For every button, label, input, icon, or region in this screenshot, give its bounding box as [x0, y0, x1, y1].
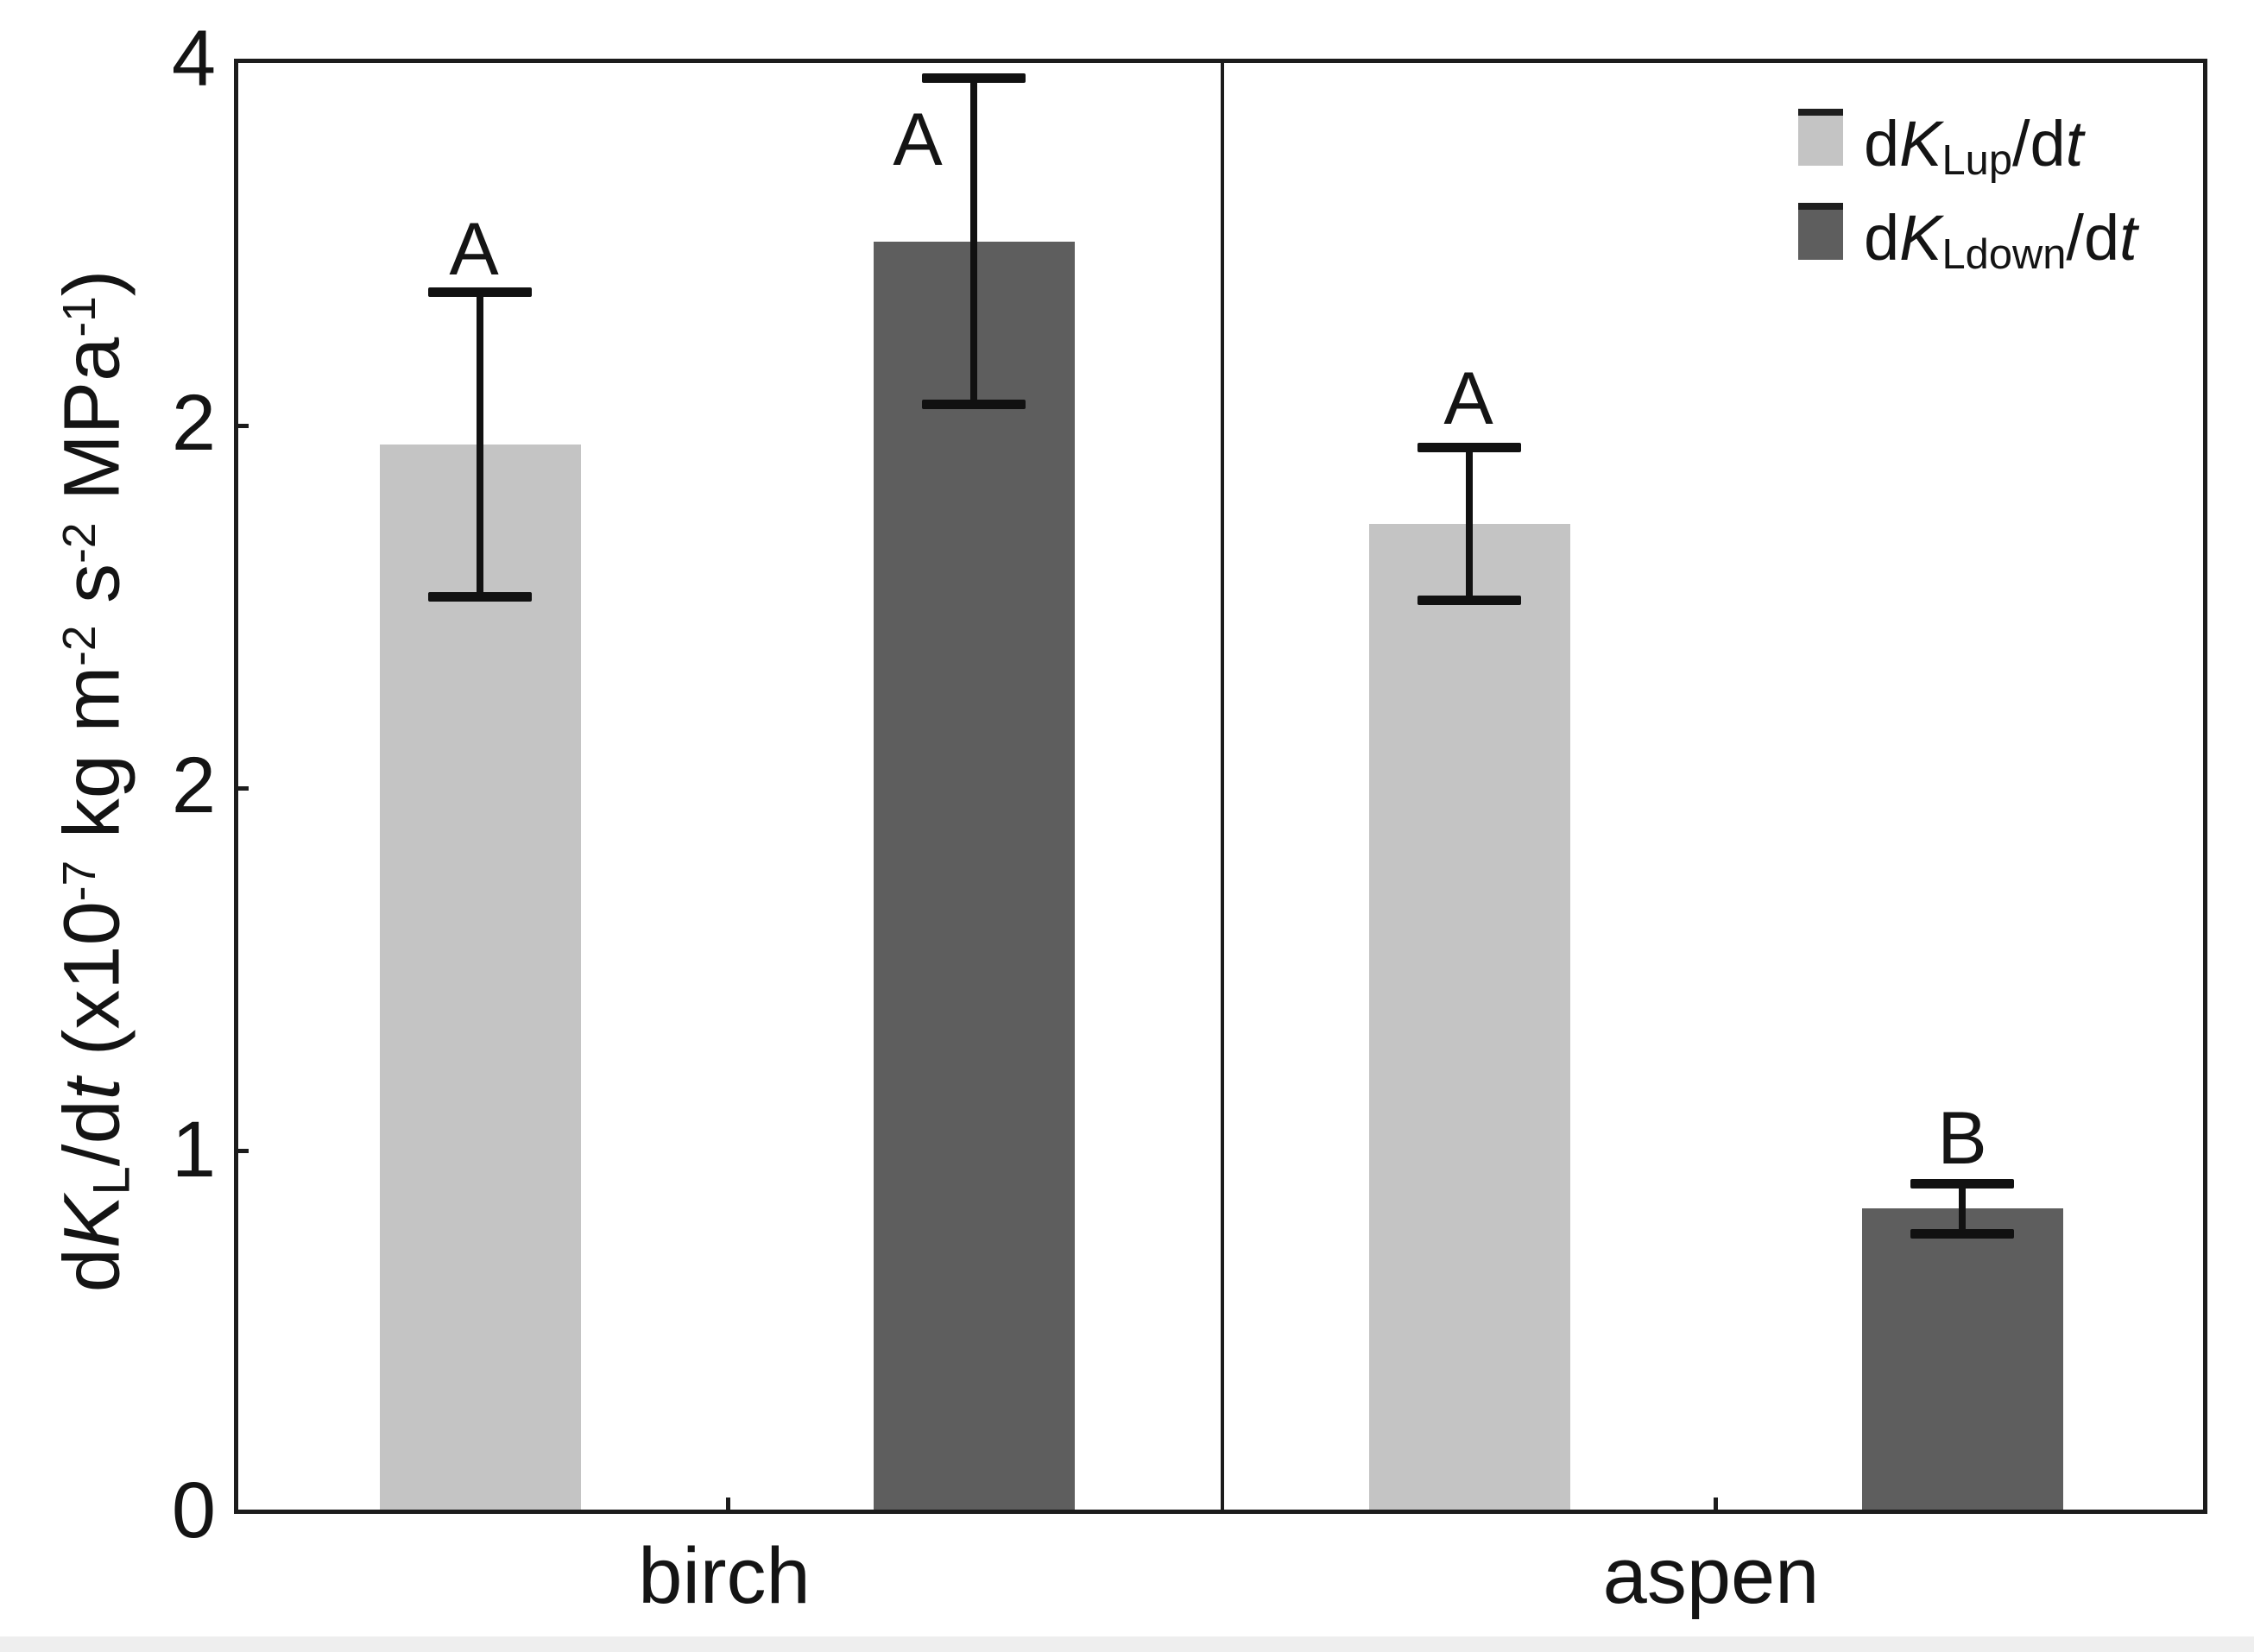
- x-axis-tick: [725, 1498, 730, 1513]
- error-bar-line: [1959, 1183, 1966, 1234]
- y-axis-tick: [234, 786, 249, 791]
- y-title-sub-L: L: [81, 1166, 141, 1195]
- error-bar-cap: [428, 591, 532, 602]
- legend-up-t: t: [2065, 108, 2084, 180]
- error-bar-cap: [428, 287, 532, 297]
- y-title-mpa: MPa: [47, 337, 136, 523]
- y-title-K: K: [47, 1195, 136, 1249]
- legend-up-sub: Lup: [1941, 136, 2012, 184]
- y-axis-tick: [234, 1148, 249, 1153]
- error-bar-cap: [1910, 1229, 2014, 1239]
- x-axis-tick: [1713, 1498, 1718, 1513]
- bar-aspen-down: [1861, 1208, 2063, 1513]
- error-bar-cap: [922, 400, 1026, 410]
- y-axis-line: [234, 59, 238, 1514]
- legend-down-K: K: [1899, 201, 1942, 274]
- error-bar-line: [1466, 447, 1473, 601]
- y-title-kgm: kg m: [47, 665, 136, 861]
- plot-frame-top: [234, 59, 2207, 63]
- sig-letter-birch-down: A: [893, 98, 943, 181]
- sig-letter-aspen-down: B: [1937, 1097, 1987, 1180]
- legend-down-t: t: [2119, 201, 2137, 274]
- legend-swatch-light: [1798, 109, 1843, 166]
- y-tick-label-4: 4: [171, 15, 216, 103]
- panel-divider-line: [1221, 59, 1224, 1514]
- legend-down-sub: Ldown: [1941, 230, 2067, 278]
- legend-up-K: K: [1899, 108, 1942, 180]
- y-tick-label-3: 2: [171, 379, 216, 467]
- y-title-t: t: [47, 1077, 136, 1100]
- y-title-close: ): [47, 269, 136, 297]
- sig-letter-aspen-up: A: [1443, 357, 1493, 440]
- page-edge-strip: [0, 1636, 2254, 1652]
- legend-swatch-dark: [1798, 202, 1843, 260]
- y-axis-title: dKL/dt (x10-7 kg m-2 s-2 MPa-1): [48, 270, 141, 1293]
- legend-row-up: dKLup/dt: [1798, 109, 2137, 182]
- y-tick-label-0: 0: [171, 1466, 216, 1554]
- y-tick-label-2: 2: [171, 741, 216, 829]
- legend-label-up: dKLup/dt: [1864, 109, 2083, 182]
- y-title-sup-7: -7: [54, 860, 105, 902]
- x-axis-line: [234, 1510, 2207, 1514]
- error-bar-cap: [1910, 1178, 2014, 1189]
- x-category-label-aspen: aspen: [1602, 1532, 1820, 1620]
- y-title-sup-1: -1: [54, 296, 105, 337]
- error-bar-cap: [922, 73, 1026, 84]
- y-title-d: d: [47, 1248, 136, 1293]
- error-bar-cap: [1417, 443, 1521, 453]
- error-bar-cap: [1417, 595, 1521, 605]
- y-tick-label-1: 1: [171, 1106, 216, 1194]
- legend-up-slashd: /d: [2011, 108, 2066, 180]
- legend-down-slashd: /d: [2066, 201, 2120, 274]
- legend: dKLup/dt dKLdown/dt: [1798, 109, 2137, 296]
- bar-birch-down: [873, 242, 1075, 1513]
- legend-down-d: d: [1864, 201, 1900, 274]
- error-bar-line: [477, 292, 483, 597]
- legend-label-down: dKLdown/dt: [1864, 203, 2137, 276]
- y-title-s: s: [47, 563, 136, 626]
- y-title-slashd: /d: [47, 1100, 136, 1167]
- legend-up-d: d: [1864, 108, 1900, 180]
- plot-frame-right: [2203, 59, 2207, 1514]
- legend-row-down: dKLdown/dt: [1798, 202, 2137, 276]
- bar-aspen-up: [1368, 524, 1570, 1513]
- error-bar-line: [970, 78, 977, 405]
- bar-birch-up: [379, 445, 581, 1513]
- y-title-open: (x10: [47, 901, 136, 1078]
- y-axis-tick: [234, 424, 249, 429]
- y-title-sup-2a: -2: [54, 625, 105, 666]
- x-category-label-birch: birch: [638, 1532, 811, 1620]
- sig-letter-birch-up: A: [449, 208, 499, 291]
- y-title-sup-2b: -2: [54, 522, 105, 564]
